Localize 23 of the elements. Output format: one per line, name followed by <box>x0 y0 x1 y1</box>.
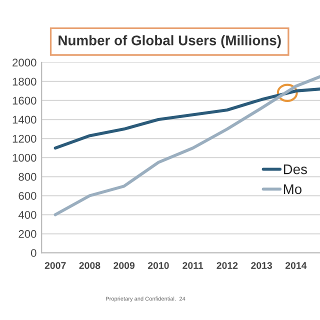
x-tick-label: 2014 <box>285 262 307 269</box>
line-series <box>54 75 320 216</box>
y-tick-label: 1400 <box>12 116 36 124</box>
y-tick-label: 2000 <box>12 58 36 67</box>
x-tick-label: 2011 <box>182 262 204 269</box>
x-tick-label: 2012 <box>216 262 238 269</box>
legend-label: Des <box>284 164 307 174</box>
y-tick-label: 800 <box>18 172 36 181</box>
chart-title: Number of Global Users (Millions) <box>58 35 281 48</box>
y-tick-label: 1800 <box>12 78 36 86</box>
y-tick-label: 1600 <box>12 96 36 105</box>
y-tick-label: 400 <box>18 210 36 219</box>
y-tick-label: 0 <box>30 249 36 257</box>
x-tick-label: 2009 <box>114 262 135 269</box>
y-tick-label: 200 <box>18 230 36 238</box>
legend-label: Mo <box>284 184 302 194</box>
y-tick-label: 1200 <box>12 134 36 143</box>
x-tick-label: 2010 <box>148 262 169 269</box>
y-tick-label: 1000 <box>12 154 36 162</box>
x-tick-label: 2007 <box>44 262 66 269</box>
x-tick-label: 2013 <box>251 262 272 269</box>
y-tick-label: 600 <box>18 192 36 200</box>
x-tick-label: 2008 <box>79 262 100 269</box>
